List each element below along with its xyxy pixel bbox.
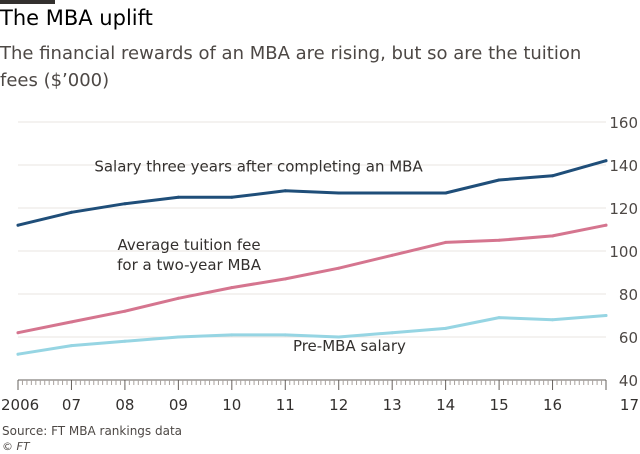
chart-title: The MBA uplift [0,6,153,30]
data-point-salary-2007 [69,210,73,214]
series-line-salary [16,159,608,227]
x-tick-label-10: 10 [222,396,241,414]
data-point-tuition-2012 [337,266,341,270]
credit-note: © FT [2,440,30,453]
y-tick-label-40: 40 [619,372,638,390]
data-point-salary-2013 [390,191,394,195]
x-tick-label-11: 11 [276,396,295,414]
series-label-tuition: for a two-year MBA [117,256,262,274]
data-point-tuition-2007 [69,320,73,324]
x-tick-label-13: 13 [383,396,402,414]
x-tick-label-07: 07 [62,396,81,414]
data-point-tuition-2006 [16,331,20,335]
y-tick-label-140: 140 [609,157,638,175]
data-point-tuition-2010 [230,286,234,290]
data-point-tuition-2014 [444,240,448,244]
series-label-tuition: Average tuition fee [117,236,260,254]
data-point-salary-2016 [551,174,555,178]
data-point-salary-2014 [444,191,448,195]
x-tick-label-08: 08 [115,396,134,414]
x-tick-label-16: 16 [543,396,562,414]
x-tick-label-09: 09 [169,396,188,414]
data-point-tuition-2008 [123,309,127,313]
data-point-tuition-2013 [390,253,394,257]
data-point-pre_mba-2006 [16,352,20,356]
x-tick-label-14: 14 [436,396,455,414]
data-point-pre_mba-2010 [230,333,234,337]
data-point-tuition-2011 [283,277,287,281]
data-point-salary-2017 [604,159,608,163]
data-point-tuition-2015 [497,238,501,242]
series-label-pre_mba: Pre-MBA salary [293,337,406,355]
y-tick-label-60: 60 [619,329,638,347]
top-rule [0,0,55,4]
x-tick-label-2006: 2006 [1,396,39,414]
source-note: Source: FT MBA rankings data [2,424,183,438]
data-point-salary-2010 [230,195,234,199]
data-point-pre_mba-2017 [604,314,608,317]
chart-subtitle: The financial rewards of an MBA are risi… [0,43,582,91]
series-line-pre_mba [16,314,608,356]
y-tick-label-120: 120 [609,200,638,218]
series-line-tuition [16,223,608,335]
data-point-salary-2009 [176,195,180,199]
series-label-salary: Salary three years after completing an M… [94,157,423,175]
y-tick-label-100: 100 [609,243,638,261]
data-point-tuition-2017 [604,223,608,227]
data-point-pre_mba-2008 [123,339,127,343]
data-point-salary-2006 [16,223,20,227]
data-point-salary-2011 [283,189,287,193]
data-point-pre_mba-2011 [283,333,287,337]
data-point-pre_mba-2016 [551,318,555,322]
data-point-pre_mba-2015 [497,316,501,320]
data-point-pre_mba-2013 [390,331,394,335]
data-point-pre_mba-2007 [69,344,73,348]
x-tick-label-15: 15 [490,396,509,414]
data-point-salary-2008 [123,202,127,206]
data-point-tuition-2016 [551,234,555,238]
data-point-pre_mba-2012 [337,335,341,339]
data-point-tuition-2009 [176,296,180,300]
data-point-pre_mba-2014 [444,326,448,330]
x-tick-label-17: 17 [620,396,639,414]
data-point-salary-2012 [337,191,341,195]
y-tick-label-160: 160 [609,114,638,132]
data-point-pre_mba-2009 [176,335,180,339]
y-tick-label-80: 80 [619,286,638,304]
x-tick-label-12: 12 [329,396,348,414]
data-point-salary-2015 [497,178,501,182]
